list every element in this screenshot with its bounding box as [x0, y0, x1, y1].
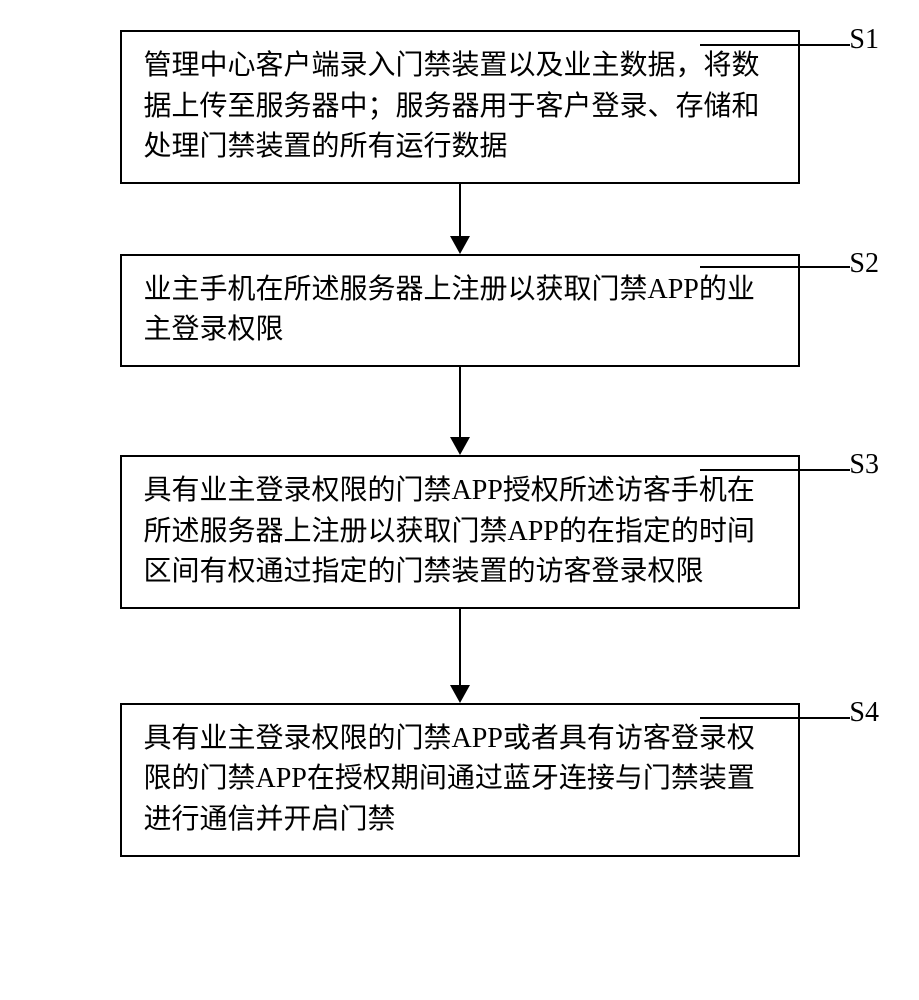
flow-box-text: 业主手机在所述服务器上注册以获取门禁APP的业主登录权限: [144, 274, 755, 346]
flow-box-s1: 管理中心客户端录入门禁装置以及业主数据，将数据上传至服务器中；服务器用于客户登录…: [120, 30, 800, 184]
flow-step: 具有业主登录权限的门禁APP授权所述访客手机在所述服务器上注册以获取门禁APP的…: [20, 455, 899, 609]
flow-box-s2: 业主手机在所述服务器上注册以获取门禁APP的业主登录权限: [120, 254, 800, 367]
flow-box-s4: 具有业主登录权限的门禁APP或者具有访客登录权限的门禁APP在授权期间通过蓝牙连…: [120, 703, 800, 857]
flow-step-label: S3: [849, 449, 879, 481]
flow-step: 业主手机在所述服务器上注册以获取门禁APP的业主登录权限 S2: [20, 254, 899, 367]
arrow-down-icon: [440, 609, 480, 703]
flow-arrow: [120, 609, 800, 703]
flowchart-container: 管理中心客户端录入门禁装置以及业主数据，将数据上传至服务器中；服务器用于客户登录…: [20, 30, 899, 857]
flow-step-label: S4: [849, 697, 879, 729]
arrow-down-icon: [440, 184, 480, 254]
flow-box-text: 管理中心客户端录入门禁装置以及业主数据，将数据上传至服务器中；服务器用于客户登录…: [144, 50, 760, 162]
label-connector-line: [700, 44, 850, 46]
flow-step: 管理中心客户端录入门禁装置以及业主数据，将数据上传至服务器中；服务器用于客户登录…: [20, 30, 899, 184]
flow-step-label: S1: [849, 24, 879, 56]
label-connector-line: [700, 469, 850, 471]
arrow-down-icon: [440, 367, 480, 455]
flow-box-s3: 具有业主登录权限的门禁APP授权所述访客手机在所述服务器上注册以获取门禁APP的…: [120, 455, 800, 609]
flow-box-text: 具有业主登录权限的门禁APP或者具有访客登录权限的门禁APP在授权期间通过蓝牙连…: [144, 723, 755, 835]
flow-step: 具有业主登录权限的门禁APP或者具有访客登录权限的门禁APP在授权期间通过蓝牙连…: [20, 703, 899, 857]
flow-arrow: [120, 184, 800, 254]
label-connector-line: [700, 266, 850, 268]
flow-arrow: [120, 367, 800, 455]
label-connector-line: [700, 717, 850, 719]
flow-step-label: S2: [849, 248, 879, 280]
flow-box-text: 具有业主登录权限的门禁APP授权所述访客手机在所述服务器上注册以获取门禁APP的…: [144, 475, 755, 587]
